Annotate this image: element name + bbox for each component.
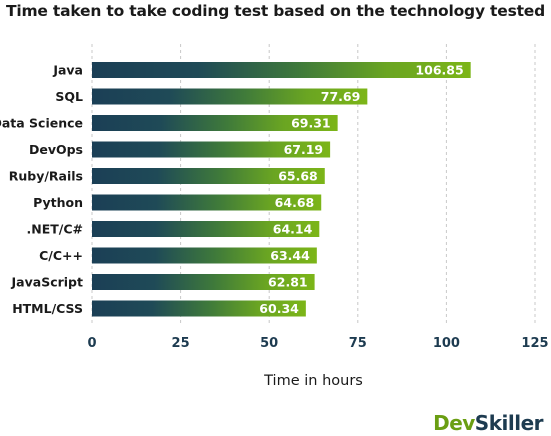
x-tick-label: 50 (260, 336, 278, 351)
x-tick-label: 0 (87, 336, 96, 351)
category-label: JavaScript (11, 275, 83, 290)
x-axis-title: Time in hours (264, 373, 363, 389)
x-tick-label: 25 (172, 336, 190, 351)
x-tick-labels: 0 25 50 75 100 125 (87, 336, 548, 351)
devskiller-logo: DevSkiller (433, 411, 543, 435)
x-tick-label: 125 (521, 336, 548, 351)
bar-ruby-rails (92, 168, 325, 184)
bar-value-label: 65.68 (278, 169, 318, 184)
bar-python (92, 194, 322, 211)
category-label: SQL (55, 89, 83, 104)
bar-value-label: 64.14 (273, 222, 313, 237)
bar-value-label: 77.69 (321, 89, 361, 104)
logo-part-dev: Dev (433, 411, 475, 435)
category-label: Java (52, 63, 83, 78)
bar-javascript (92, 274, 315, 290)
bar-data-science (92, 115, 338, 131)
category-label: Data Science (0, 116, 83, 131)
bar-html-css (92, 300, 306, 317)
category-label: Ruby/Rails (9, 169, 83, 184)
category-label: DevOps (29, 142, 83, 157)
category-label: HTML/CSS (12, 301, 83, 316)
category-label: C/C++ (39, 248, 83, 263)
category-label: .NET/C# (27, 222, 84, 237)
logo-part-skiller: Skiller (474, 411, 544, 435)
bar-value-label: 64.68 (275, 195, 315, 210)
bar-value-label: 106.85 (415, 63, 463, 78)
bar-devops (92, 141, 331, 158)
bar--net-c- (92, 221, 320, 237)
x-tick-label: 100 (433, 336, 460, 351)
bar-java (92, 62, 471, 78)
bar-value-label: 62.81 (268, 275, 308, 290)
bar-value-label: 67.19 (284, 142, 324, 157)
x-tick-label: 75 (349, 336, 367, 351)
bar-value-label: 69.31 (291, 116, 331, 131)
category-labels: Java SQL Data Science DevOps Ruby/Rails Pytho… (0, 63, 83, 317)
bar-sql (92, 88, 368, 105)
chart-title: Time taken to take coding test based on … (5, 2, 546, 20)
bars: 106.85 77.69 69.31 67.19 65.68 64.68 64.14 63.4… (92, 62, 471, 317)
bar-c-c- (92, 247, 317, 264)
bar-value-label: 60.34 (259, 301, 299, 316)
bar-value-label: 63.44 (270, 248, 310, 263)
category-label: Python (33, 195, 83, 210)
